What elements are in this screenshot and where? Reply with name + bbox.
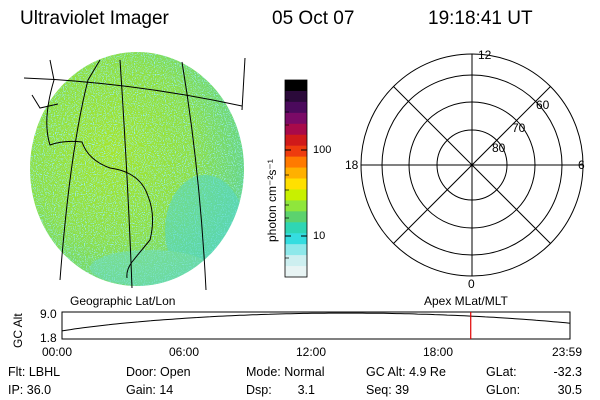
filter-info: Flt: LBHL bbox=[8, 365, 61, 379]
gc-alt-info: GC Alt: 4.9 Re bbox=[366, 365, 446, 379]
colorbar-unit-label: photon cm⁻²s⁻¹ bbox=[265, 159, 279, 242]
colorbar-band bbox=[285, 200, 307, 212]
alt-xtick-0600: 06:00 bbox=[169, 345, 200, 359]
alt-ylabel: GC Alt bbox=[11, 313, 25, 348]
observation-time: 19:18:41 UT bbox=[428, 8, 533, 29]
colorbar-band bbox=[285, 156, 307, 169]
instrument-title: Ultraviolet Imager bbox=[20, 8, 169, 29]
mlat-label-60: 60 bbox=[536, 98, 550, 112]
colorbar-band bbox=[285, 145, 307, 158]
polar-plot: 12 18 6 0 60 70 80 bbox=[345, 48, 585, 291]
mlat-label-70: 70 bbox=[512, 121, 526, 135]
altitude-plot: 9.0 1.8 GC Alt bbox=[11, 307, 571, 348]
colorbar-band bbox=[285, 112, 307, 125]
dsp-value: 3.1 bbox=[297, 383, 315, 397]
glon-label: GLon: bbox=[486, 383, 521, 397]
colorbar-tick-100: 100 bbox=[313, 144, 331, 156]
alt-xtick-1800: 18:00 bbox=[423, 345, 454, 359]
glat-label: GLat: bbox=[486, 365, 517, 379]
colorbar-band bbox=[285, 90, 307, 103]
colorbar-band bbox=[285, 233, 307, 245]
door-info: Door: Open bbox=[126, 365, 191, 379]
glon-value: 30.5 bbox=[557, 383, 582, 397]
colorbar-band bbox=[285, 189, 307, 201]
colorbar-band bbox=[285, 266, 307, 278]
apex-caption: Apex MLat/MLT bbox=[424, 294, 508, 308]
observation-date: 05 Oct 07 bbox=[272, 8, 355, 29]
colorbar bbox=[285, 80, 307, 278]
glat-value: -32.3 bbox=[553, 365, 583, 379]
geographic-caption: Geographic Lat/Lon bbox=[70, 294, 176, 308]
colorbar-band bbox=[285, 101, 307, 114]
colorbar-band bbox=[285, 255, 307, 267]
mlt-label-left: 18 bbox=[345, 158, 359, 172]
seq-info: Seq: 39 bbox=[366, 383, 410, 397]
colorbar-tick-10: 10 bbox=[313, 230, 325, 242]
colorbar-band bbox=[285, 80, 307, 92]
mlt-label-right: 6 bbox=[578, 158, 585, 172]
ip-info: IP: 36.0 bbox=[8, 383, 52, 397]
colorbar-band bbox=[285, 222, 307, 234]
colorbar-band bbox=[285, 134, 307, 147]
geographic-grid bbox=[23, 57, 246, 291]
alt-ymin-label: 1.8 bbox=[40, 331, 57, 345]
mlat-label-80: 80 bbox=[492, 141, 506, 155]
colorbar-band bbox=[285, 167, 307, 179]
mode-info: Mode: Normal bbox=[246, 365, 325, 379]
colorbar-band bbox=[285, 178, 307, 190]
colorbar-band bbox=[285, 211, 307, 223]
mlt-label-top: 12 bbox=[478, 48, 492, 62]
alt-ymax-label: 9.0 bbox=[40, 307, 57, 321]
alt-xtick-2359: 23:59 bbox=[552, 345, 583, 359]
mlt-label-bottom: 0 bbox=[468, 277, 475, 291]
alt-xtick-1200: 12:00 bbox=[296, 345, 327, 359]
gain-info: Gain: 14 bbox=[126, 383, 174, 397]
dsp-label: Dsp: bbox=[246, 383, 272, 397]
colorbar-band bbox=[285, 244, 307, 256]
colorbar-band bbox=[285, 123, 307, 136]
alt-xtick-0000: 00:00 bbox=[42, 345, 73, 359]
